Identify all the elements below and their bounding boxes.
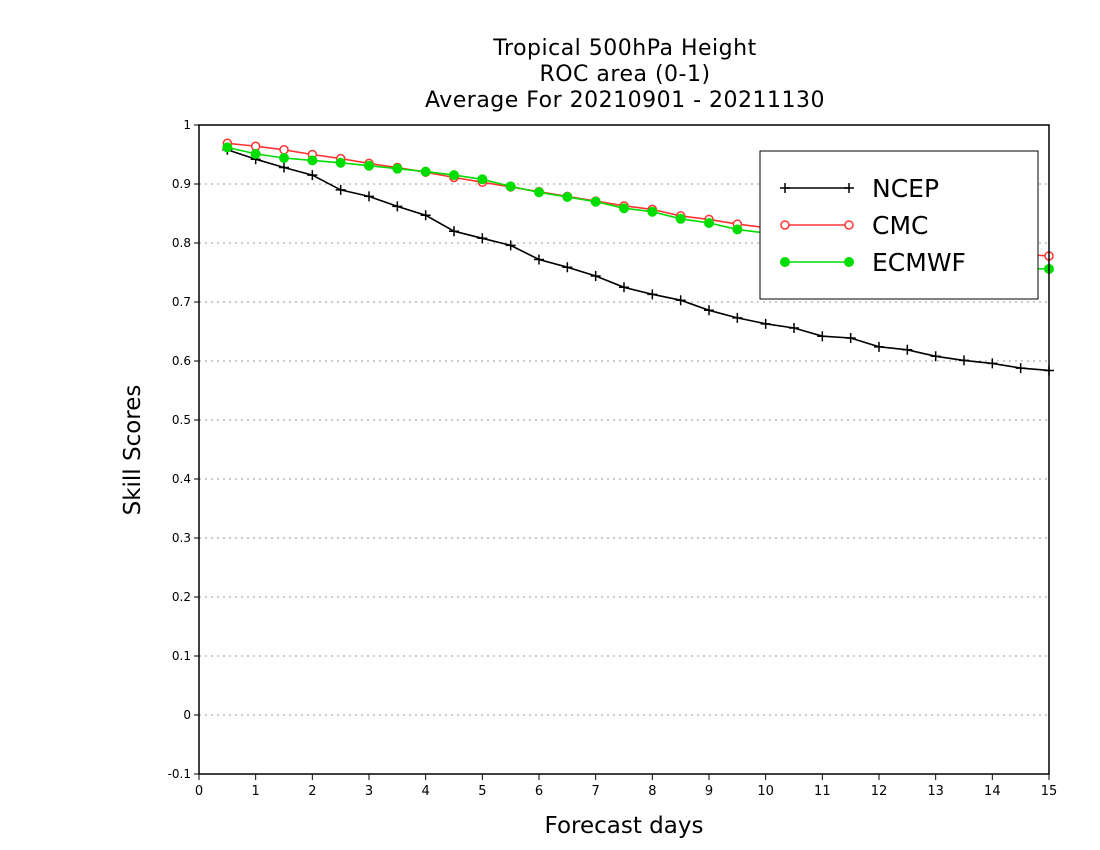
data-point-ecmwf <box>619 203 629 214</box>
data-point-ecmwf <box>505 181 516 192</box>
data-point-ncep <box>1015 363 1026 374</box>
y-tick-label: 1 <box>183 118 191 132</box>
data-point-ecmwf <box>534 187 544 198</box>
data-point-ecmwf <box>590 196 601 207</box>
data-point-ncep <box>902 344 913 355</box>
x-tick-label: 10 <box>757 784 774 799</box>
x-tick-label: 9 <box>705 784 713 799</box>
legend-marker-ncep <box>844 183 854 193</box>
data-point-ecmwf <box>279 153 289 164</box>
data-point-ecmwf <box>335 157 346 168</box>
data-point-ncep <box>477 233 488 244</box>
y-tick-label: 0.7 <box>172 295 191 309</box>
y-tick-label: 0.6 <box>172 354 191 368</box>
data-point-ncep <box>534 254 544 265</box>
data-point-ecmwf <box>477 174 488 185</box>
chart-title-line-1: Tropical 500hPa Height <box>493 36 757 61</box>
legend-marker-cmc <box>780 220 790 230</box>
data-point-ncep <box>704 305 714 316</box>
data-point-ecmwf <box>364 160 374 171</box>
y-tick-label: 0.2 <box>172 590 191 604</box>
y-tick-label: 0.4 <box>172 472 191 486</box>
data-point-ecmwf <box>449 170 459 181</box>
data-point-ncep <box>505 240 516 251</box>
y-tick-label: 0.1 <box>172 649 191 663</box>
x-tick-label: 12 <box>871 784 888 799</box>
data-point-ncep <box>845 332 856 343</box>
series-line-ncep <box>227 149 1050 372</box>
data-point-ncep <box>789 322 799 333</box>
x-tick-label: 14 <box>984 784 1001 799</box>
data-point-ncep <box>675 295 686 306</box>
x-tick-label: 2 <box>308 784 316 799</box>
x-tick-label: 4 <box>422 784 430 799</box>
data-point-ecmwf <box>307 155 318 166</box>
data-point-ncep <box>647 289 658 300</box>
data-point-ncep <box>590 271 601 282</box>
legend-marker-ncep <box>780 183 790 193</box>
data-point-ncep <box>930 351 941 362</box>
chart-title-line-2: ROC area (0-1) <box>539 62 711 87</box>
x-tick-label: 0 <box>195 784 203 799</box>
plot-frame <box>198 124 1050 775</box>
data-point-ecmwf <box>420 166 431 177</box>
legend-label-ncep: NCEP <box>872 174 939 203</box>
data-point-ncep <box>307 170 318 181</box>
chart-title-line-3: Average For 20210901 - 20211130 <box>424 88 826 113</box>
y-axis-label: Skill Scores <box>120 385 146 516</box>
data-point-ncep <box>874 341 884 352</box>
y-tick-label: 0.8 <box>172 236 191 250</box>
y-tick-label: 0.3 <box>172 531 191 545</box>
data-point-ecmwf <box>675 213 686 224</box>
x-axis-label: Forecast days <box>545 813 704 839</box>
y-tick-label: 0.9 <box>172 177 191 191</box>
data-point-ncep <box>987 358 998 369</box>
data-point-ecmwf <box>732 224 743 235</box>
data-point-ncep <box>817 331 828 342</box>
x-tick-label: 7 <box>592 784 600 799</box>
x-tick-label: 3 <box>365 784 373 799</box>
legend-marker-ecmwf <box>844 257 854 267</box>
x-tick-label: 1 <box>252 784 260 799</box>
data-point-ecmwf <box>562 191 573 202</box>
x-tick-label: 13 <box>927 784 944 799</box>
x-tick-label: 5 <box>478 784 486 799</box>
data-point-ncep <box>392 201 403 212</box>
data-point-ecmwf <box>647 206 658 217</box>
x-tick-label: 15 <box>1041 784 1058 799</box>
legend-entry-ncep: NCEP <box>780 174 939 203</box>
legend: NCEP CMC ECMWF <box>759 150 1039 300</box>
data-point-ncep <box>279 162 289 173</box>
y-tick-label: 0.5 <box>172 413 191 427</box>
x-tick-label: 11 <box>814 784 831 799</box>
data-point-ncep <box>959 355 969 366</box>
data-point-cmc <box>279 145 289 155</box>
x-tick-label: 6 <box>535 784 543 799</box>
legend-marker-ecmwf <box>780 257 790 267</box>
data-point-ecmwf <box>392 163 403 174</box>
series-ncep <box>222 144 1054 376</box>
legend-entry-cmc: CMC <box>780 211 928 240</box>
data-point-ecmwf <box>222 142 233 153</box>
y-tick-label: 0 <box>183 708 191 722</box>
data-point-ncep <box>760 318 771 329</box>
legend-marker-cmc <box>844 220 854 230</box>
data-point-ncep <box>619 282 629 293</box>
data-point-ncep <box>420 210 431 221</box>
x-tick-label: 8 <box>648 784 656 799</box>
legend-entry-ecmwf: ECMWF <box>780 248 966 277</box>
y-tick-label: -0.1 <box>168 767 191 781</box>
data-point-ecmwf <box>704 217 714 228</box>
data-point-ncep <box>364 191 374 202</box>
legend-label-ecmwf: ECMWF <box>872 248 966 277</box>
data-point-ncep <box>562 262 573 273</box>
data-point-ncep <box>449 226 459 237</box>
data-point-ecmwf <box>250 148 261 159</box>
data-point-ncep <box>335 184 346 195</box>
data-point-ncep <box>732 312 743 323</box>
axes: -0.100.10.20.30.40.50.60.70.80.910 1 2 3 4 5 6… <box>168 118 1058 799</box>
legend-label-cmc: CMC <box>872 211 928 240</box>
